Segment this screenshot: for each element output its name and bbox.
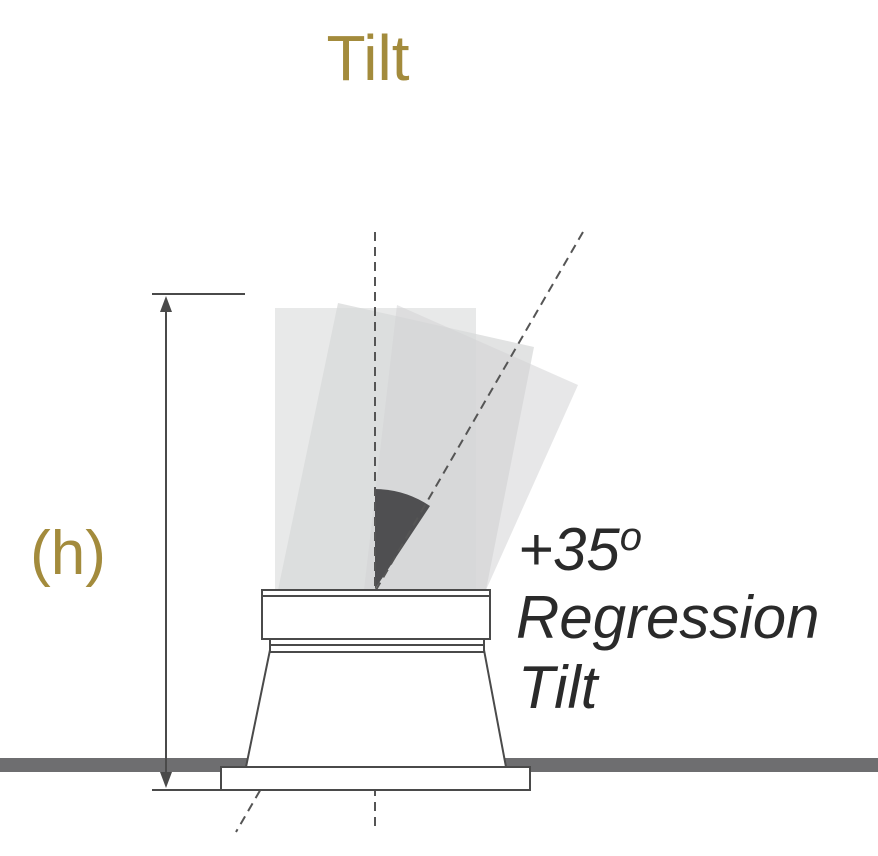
dimension-arrow-bottom xyxy=(160,772,172,788)
fixture xyxy=(221,590,530,790)
angle-value-number: +35 xyxy=(518,516,620,583)
angle-annotation: +35o Regression Tilt xyxy=(516,515,820,721)
fixture-head xyxy=(262,590,490,639)
angle-caption-line2: Tilt xyxy=(518,654,600,721)
fixture-base-plate xyxy=(221,767,530,790)
diagram-title: Tilt xyxy=(327,22,410,94)
angle-caption-line1: Regression xyxy=(516,584,820,651)
fixture-body xyxy=(246,650,506,767)
height-dimension xyxy=(152,294,245,790)
dimension-arrow-top xyxy=(160,296,172,312)
angle-degree-symbol: o xyxy=(620,515,642,559)
angle-value: +35o xyxy=(518,515,642,583)
height-label: (h) xyxy=(30,519,106,588)
